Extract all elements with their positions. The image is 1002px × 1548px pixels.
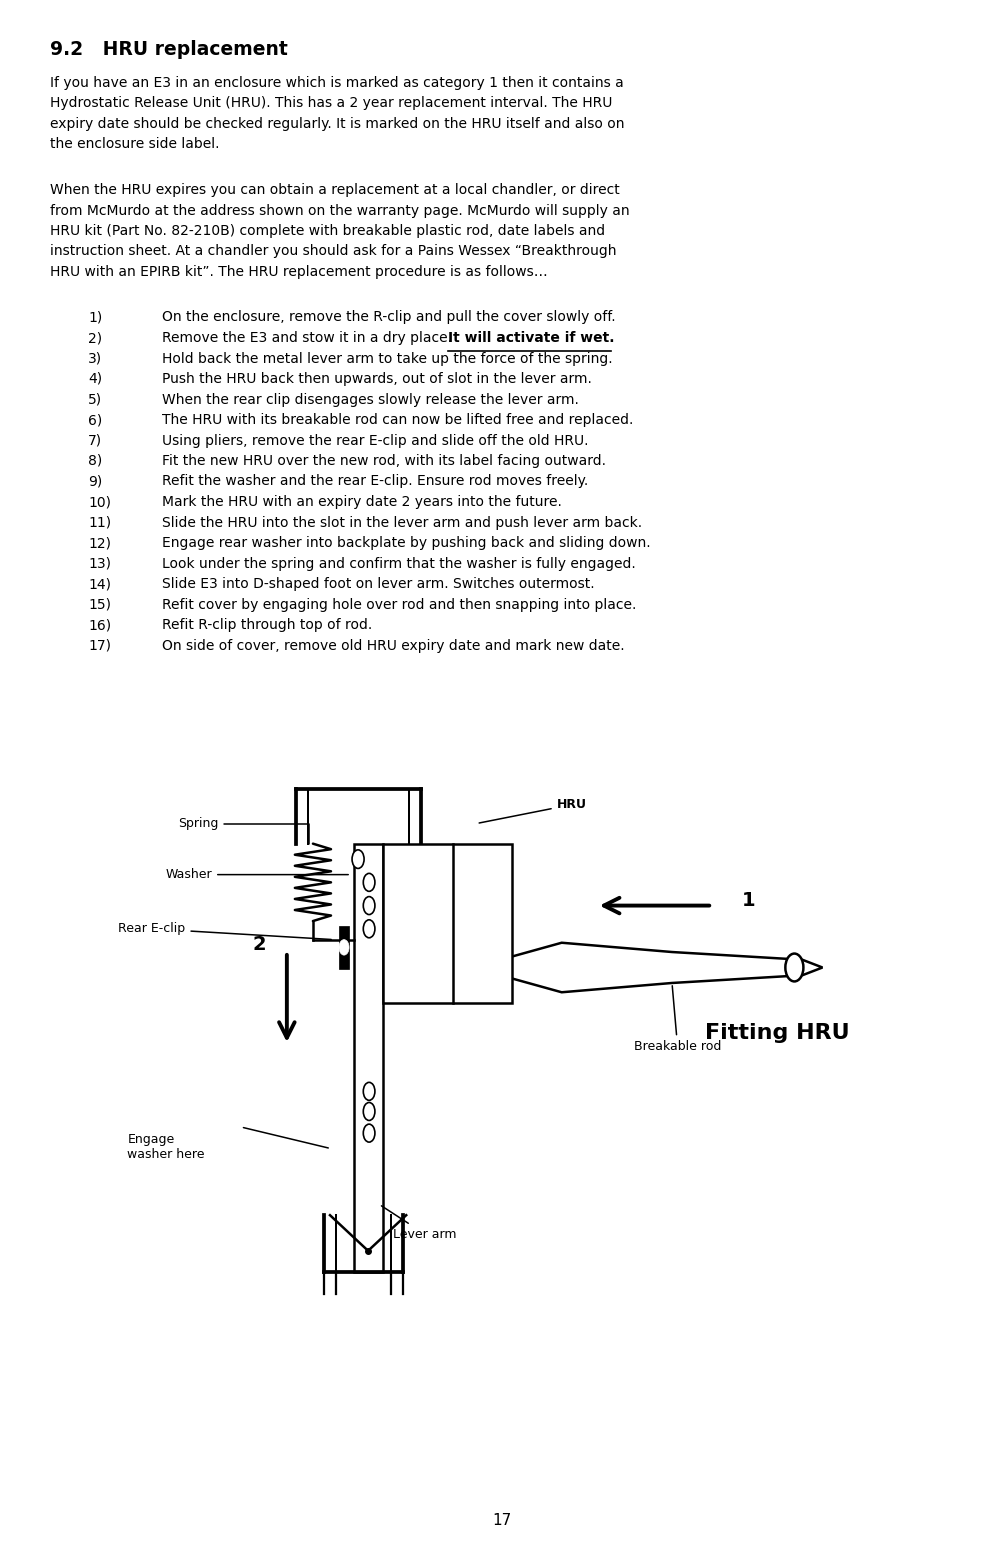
Circle shape	[363, 1124, 375, 1142]
Text: Spring: Spring	[178, 817, 309, 844]
Text: 1): 1)	[88, 311, 102, 325]
Text: 14): 14)	[88, 577, 111, 591]
Text: 1: 1	[741, 892, 756, 910]
Text: Washer: Washer	[165, 868, 348, 881]
Text: 2: 2	[252, 935, 266, 954]
Text: 17): 17)	[88, 638, 111, 653]
Text: 9.2   HRU replacement: 9.2 HRU replacement	[50, 40, 288, 59]
Text: Lever arm: Lever arm	[381, 1206, 456, 1240]
Text: Engage
washer here: Engage washer here	[127, 1133, 204, 1161]
Text: instruction sheet. At a chandler you should ask for a Pains Wessex “Breakthrough: instruction sheet. At a chandler you sho…	[50, 245, 616, 259]
Text: The HRU with its breakable rod can now be lifted free and replaced.: The HRU with its breakable rod can now b…	[162, 413, 632, 427]
Text: Breakable rod: Breakable rod	[633, 986, 720, 1053]
Circle shape	[339, 940, 349, 955]
Circle shape	[363, 896, 375, 915]
Text: 9): 9)	[88, 475, 102, 489]
Text: If you have an E3 in an enclosure which is marked as category 1 then it contains: If you have an E3 in an enclosure which …	[50, 76, 623, 90]
Text: Mark the HRU with an expiry date 2 years into the future.: Mark the HRU with an expiry date 2 years…	[162, 495, 561, 509]
Text: Slide the HRU into the slot in the lever arm and push lever arm back.: Slide the HRU into the slot in the lever…	[162, 515, 641, 529]
Text: 3): 3)	[88, 351, 102, 365]
Circle shape	[785, 954, 803, 981]
Text: the enclosure side label.: the enclosure side label.	[50, 138, 219, 152]
Text: It will activate if wet.: It will activate if wet.	[447, 331, 613, 345]
Circle shape	[363, 1102, 375, 1121]
Text: Hydrostatic Release Unit (HRU). This has a 2 year replacement interval. The HRU: Hydrostatic Release Unit (HRU). This has…	[50, 96, 612, 110]
Bar	[354, 844, 383, 1272]
Text: 2): 2)	[88, 331, 102, 345]
Text: Remove the E3 and stow it in a dry place.: Remove the E3 and stow it in a dry place…	[162, 331, 456, 345]
Text: Rear E-clip: Rear E-clip	[118, 923, 331, 940]
Text: Fitting HRU: Fitting HRU	[704, 1023, 849, 1043]
Text: HRU kit (Part No. 82-210B) complete with breakable plastic rod, date labels and: HRU kit (Part No. 82-210B) complete with…	[50, 224, 604, 238]
Text: expiry date should be checked regularly. It is marked on the HRU itself and also: expiry date should be checked regularly.…	[50, 118, 624, 132]
Text: When the HRU expires you can obtain a replacement at a local chandler, or direct: When the HRU expires you can obtain a re…	[50, 183, 619, 197]
Text: 7): 7)	[88, 433, 102, 447]
Text: Push the HRU back then upwards, out of slot in the lever arm.: Push the HRU back then upwards, out of s…	[162, 372, 591, 385]
Text: 16): 16)	[88, 618, 111, 632]
Bar	[339, 926, 349, 969]
Text: 13): 13)	[88, 556, 111, 571]
Text: 15): 15)	[88, 598, 111, 611]
Text: 17: 17	[491, 1512, 511, 1528]
Text: Engage rear washer into backplate by pushing back and sliding down.: Engage rear washer into backplate by pus…	[162, 536, 650, 550]
Text: Refit R-clip through top of rod.: Refit R-clip through top of rod.	[162, 618, 372, 632]
Text: 10): 10)	[88, 495, 111, 509]
Circle shape	[363, 920, 375, 938]
Text: Hold back the metal lever arm to take up the force of the spring.: Hold back the metal lever arm to take up…	[162, 351, 612, 365]
Polygon shape	[511, 943, 822, 992]
Text: 12): 12)	[88, 536, 111, 550]
Circle shape	[363, 1082, 375, 1101]
Text: Using pliers, remove the rear E-clip and slide off the old HRU.: Using pliers, remove the rear E-clip and…	[162, 433, 588, 447]
Circle shape	[352, 850, 364, 868]
Text: 5): 5)	[88, 393, 102, 407]
Text: 6): 6)	[88, 413, 102, 427]
Text: HRU with an EPIRB kit”. The HRU replacement procedure is as follows…: HRU with an EPIRB kit”. The HRU replacem…	[50, 265, 547, 279]
Text: 11): 11)	[88, 515, 111, 529]
Text: from McMurdo at the address shown on the warranty page. McMurdo will supply an: from McMurdo at the address shown on the…	[50, 203, 629, 218]
Text: Look under the spring and confirm that the washer is fully engaged.: Look under the spring and confirm that t…	[162, 556, 635, 571]
Circle shape	[363, 873, 375, 892]
Text: 8): 8)	[88, 454, 102, 467]
Bar	[383, 844, 511, 1003]
Text: On side of cover, remove old HRU expiry date and mark new date.: On side of cover, remove old HRU expiry …	[162, 638, 624, 653]
Text: When the rear clip disengages slowly release the lever arm.: When the rear clip disengages slowly rel…	[162, 393, 578, 407]
Text: HRU: HRU	[479, 799, 586, 824]
Text: Refit cover by engaging hole over rod and then snapping into place.: Refit cover by engaging hole over rod an…	[162, 598, 635, 611]
Text: 4): 4)	[88, 372, 102, 385]
Text: Fit the new HRU over the new rod, with its label facing outward.: Fit the new HRU over the new rod, with i…	[162, 454, 605, 467]
Text: On the enclosure, remove the R-clip and pull the cover slowly off.: On the enclosure, remove the R-clip and …	[162, 311, 615, 325]
Text: Slide E3 into D-shaped foot on lever arm. Switches outermost.: Slide E3 into D-shaped foot on lever arm…	[162, 577, 594, 591]
Text: Refit the washer and the rear E-clip. Ensure rod moves freely.: Refit the washer and the rear E-clip. En…	[162, 475, 587, 489]
